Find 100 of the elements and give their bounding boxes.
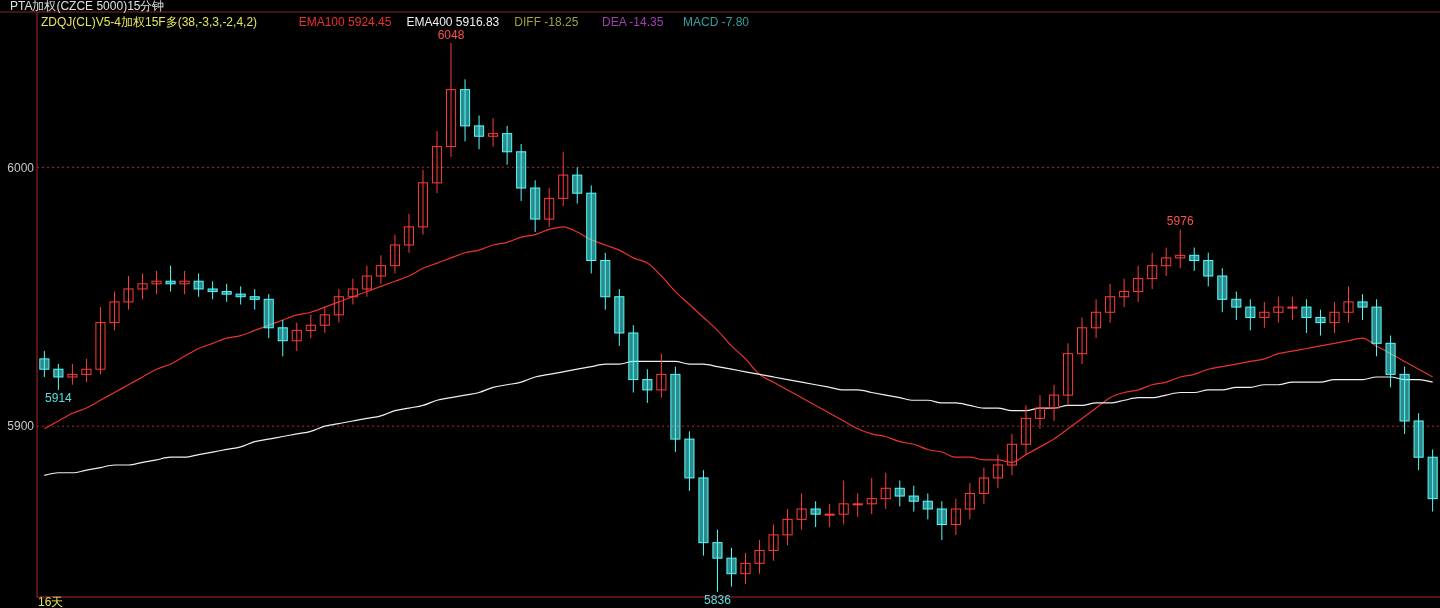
candlestick [333,288,344,324]
candlestick [1034,394,1046,430]
candlestick [361,265,372,298]
candlestick [417,169,429,236]
candlestick [1175,228,1186,269]
candlestick [642,368,653,404]
candlestick [810,500,821,528]
candlestick [950,498,961,536]
candlestick [1385,335,1396,388]
candlestick [165,265,176,293]
candlestick [992,454,1003,489]
candlestick [151,270,162,295]
candlestick [1048,384,1060,422]
candlestick [530,179,541,233]
candlestick [880,472,891,510]
candlestick [1161,247,1172,277]
candlestick [740,552,751,585]
candlestick [179,270,190,295]
candlestick [1119,278,1130,308]
candlestick [1329,301,1340,334]
candlestick [1189,247,1200,272]
candlestick [1343,285,1354,324]
candlestick [277,319,288,357]
candlestick [1006,433,1017,476]
annotation: 5836 [704,592,732,607]
candlestick [291,322,302,352]
annotation: DEA -14.35 [602,15,664,29]
candlestick [459,78,471,142]
candlestick [712,529,723,593]
candlestick [1399,366,1410,435]
text: EMA100 5924.45 [298,15,392,29]
annotation: 16天 [38,595,64,608]
candlestick [67,363,78,386]
annotation: 5976 [1166,214,1194,229]
candlestick [221,283,232,303]
candlestick [936,500,947,541]
candlestick [235,285,246,305]
candlestick [684,430,695,492]
candlestick [445,42,457,158]
candlestick [782,508,793,546]
candlestick [1091,298,1102,339]
candlestick [586,184,597,274]
candlestick [207,280,218,300]
y-tick-label: 5900 [7,419,35,434]
candlestick [1301,298,1312,334]
candlestick [1245,298,1256,331]
candlestick [474,115,485,150]
candlestick [964,482,975,520]
candlestick [403,213,415,254]
candlestick [1020,404,1032,456]
annotation: DIFF -18.25 [514,15,579,29]
candlestick [922,492,933,520]
candlestick [656,353,667,399]
candlestick [389,234,400,274]
annotation: MACD -7.80 [683,15,750,29]
candlestick [754,539,765,575]
candlestick [1147,252,1158,290]
candlestick [670,366,681,453]
candlestick [347,278,358,305]
candlestick [572,166,583,205]
candlestick [1203,252,1214,287]
candlestick [1231,291,1242,321]
candlestick [558,151,569,207]
candlestick [305,314,316,339]
annotation: 6048 [437,28,465,43]
candlestick [137,272,148,300]
annotation: 5914 [45,390,73,405]
candlestick [1133,265,1144,303]
candlestick [488,117,499,148]
candlestick [39,350,50,378]
candlestick [1259,301,1270,329]
line-series [43,360,1434,476]
candlestick [1273,296,1284,324]
candlestick [516,143,527,202]
candlestick [249,288,260,311]
candlestick [852,492,863,518]
candlestick [1077,316,1088,365]
candlestick [1315,309,1326,337]
candlestick [908,485,919,513]
chart-title: PTA加权(CZCE 5000)15分钟 [10,0,165,13]
candlestick [768,524,779,562]
candlestick [53,363,64,391]
candlestick [123,275,134,311]
candlestick [1427,448,1438,513]
candlestick [319,306,330,334]
candlestick [193,272,204,298]
candlestick [431,130,443,194]
candlestick [95,306,106,375]
candlestick [796,492,807,531]
candlestick [628,324,639,394]
candlestick [109,291,120,331]
candlestick [726,547,737,588]
candlestick [838,480,849,526]
candlestick [263,293,274,339]
annotation: ZDQJ(CL)V5-4加权15F多(38,-3,3,-2,4,2) [41,15,258,29]
candlestick [866,477,877,515]
candlestick [502,125,513,166]
y-tick-label: 6000 [7,160,35,175]
candlestick [375,254,386,285]
candlestick [824,503,835,528]
